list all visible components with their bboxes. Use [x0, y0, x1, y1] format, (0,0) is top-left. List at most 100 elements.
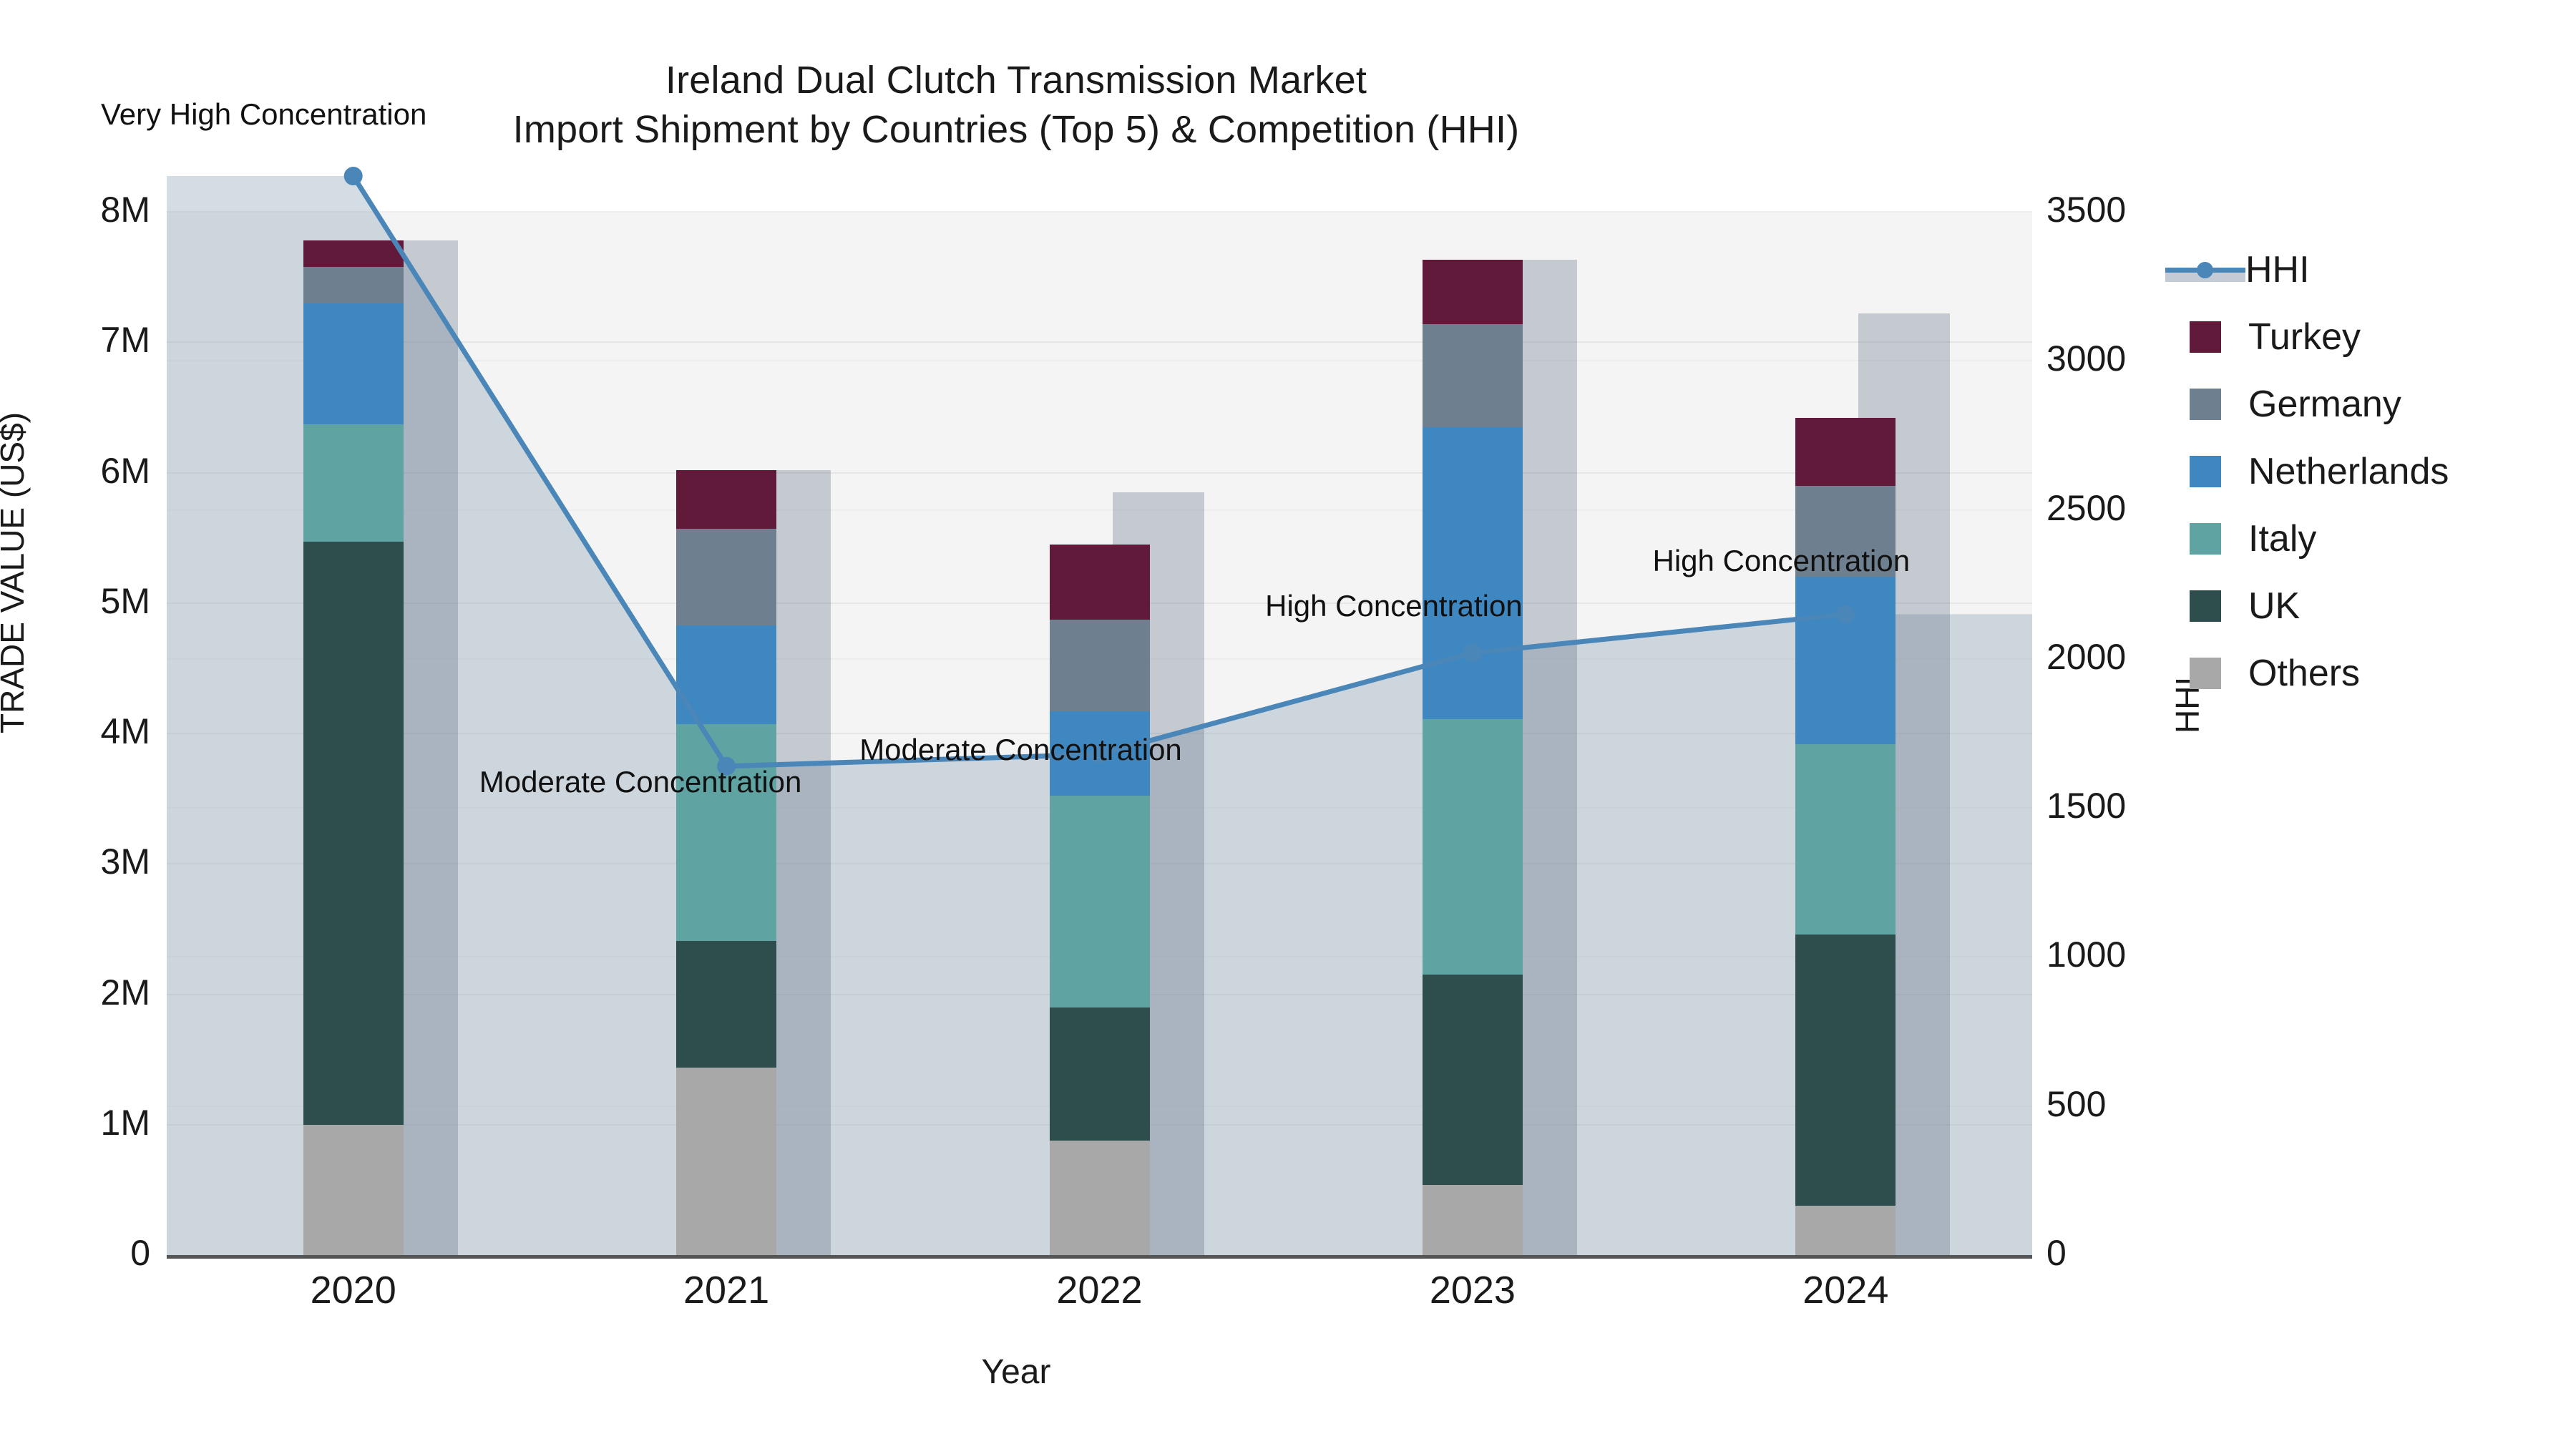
y-tick-right-1000: 1000	[2046, 935, 2127, 975]
annotation-2020: Very High Concentration	[101, 97, 427, 131]
y-tick-left-7M: 7M	[100, 320, 150, 361]
bar-segment-italy-2024[interactable]	[1795, 743, 1896, 935]
bar-segment-turkey-2020[interactable]	[303, 240, 404, 267]
y-tick-left-6M: 6M	[100, 450, 150, 491]
y-tick-right-3500: 3500	[2046, 190, 2127, 230]
bar-segment-germany-2020[interactable]	[303, 266, 404, 303]
bar-segment-uk-2022[interactable]	[1049, 1007, 1150, 1141]
bar-segment-germany-2022[interactable]	[1049, 620, 1150, 711]
bar-segment-italy-2020[interactable]	[303, 424, 404, 542]
legend-item-turkey[interactable]: Turkey	[2190, 303, 2576, 371]
bar-segment-others-2024[interactable]	[1795, 1205, 1896, 1255]
annotation-2023: High Concentration	[1265, 588, 1523, 623]
legend-swatch-others-icon	[2190, 658, 2221, 689]
gridline-right-7	[167, 211, 2032, 213]
bar-segment-turkey-2021[interactable]	[676, 469, 777, 529]
bar-segment-italy-2023[interactable]	[1422, 718, 1523, 975]
y-tick-left-8M: 8M	[100, 190, 150, 230]
y-tick-left-4M: 4M	[100, 711, 150, 751]
y-axis-label-left: TRADE VALUE (US$)	[0, 411, 31, 733]
gridline-left-7	[167, 341, 2032, 343]
y-tick-right-1500: 1500	[2046, 786, 2127, 826]
annotation-2021: Moderate Concentration	[479, 764, 802, 799]
plot-inner	[167, 167, 2032, 1256]
legend-label-netherlands: Netherlands	[2248, 451, 2449, 492]
chart-title-block: Ireland Dual Clutch Transmission Market …	[0, 56, 2032, 155]
y-tick-right-2000: 2000	[2046, 636, 2127, 677]
bar-segment-turkey-2024[interactable]	[1795, 417, 1896, 486]
bar-segment-netherlands-2023[interactable]	[1422, 426, 1523, 719]
legend-swatch-netherlands-icon	[2190, 456, 2221, 487]
hhi-line-series[interactable]	[167, 167, 2032, 1255]
bar-segment-others-2021[interactable]	[676, 1067, 777, 1255]
bar-stack-2022[interactable]	[1049, 212, 1150, 1255]
y-tick-right-2500: 2500	[2046, 487, 2127, 528]
x-tick-2023: 2023	[1429, 1269, 1516, 1312]
chart-title: Ireland Dual Clutch Transmission Market	[665, 59, 1367, 102]
x-tick-2021: 2021	[683, 1269, 770, 1312]
legend-label-uk: UK	[2248, 585, 2301, 627]
annotation-2024: High Concentration	[1652, 544, 1911, 578]
hhi-marker-2020[interactable]	[343, 167, 363, 186]
y-tick-left-1M: 1M	[100, 1102, 150, 1143]
x-tick-2024: 2024	[1802, 1269, 1889, 1312]
bar-stack-2020[interactable]	[303, 212, 404, 1255]
gridline-right-6	[167, 360, 2032, 362]
bar-segment-uk-2020[interactable]	[303, 542, 404, 1125]
legend-item-germany[interactable]: Germany	[2190, 371, 2576, 438]
bar-segment-italy-2022[interactable]	[1049, 796, 1150, 1008]
legend-swatch-germany-icon	[2190, 389, 2221, 420]
legend-label-italy: Italy	[2248, 518, 2317, 560]
bar-segment-netherlands-2021[interactable]	[676, 625, 777, 725]
legend-swatch-turkey-icon	[2190, 321, 2221, 353]
bar-segment-others-2020[interactable]	[303, 1124, 404, 1255]
y-tick-right-0: 0	[2046, 1233, 2067, 1273]
legend-swatch-italy-icon	[2190, 523, 2221, 555]
legend-label-turkey: Turkey	[2248, 316, 2361, 358]
bar-segment-uk-2021[interactable]	[676, 940, 777, 1068]
x-tick-2020: 2020	[310, 1269, 396, 1312]
bar-segment-uk-2023[interactable]	[1422, 975, 1523, 1185]
x-axis-line	[167, 1255, 2032, 1259]
legend-item-uk[interactable]: UK	[2190, 572, 2576, 640]
chart-subtitle: Import Shipment by Countries (Top 5) & C…	[512, 108, 1520, 152]
bar-segment-germany-2023[interactable]	[1422, 323, 1523, 427]
hhi-marker-2021[interactable]	[717, 756, 736, 776]
gridline-right-5	[167, 509, 2032, 511]
y-tick-left-0: 0	[130, 1233, 150, 1273]
gridline-left-6	[167, 472, 2032, 474]
bar-stack-2024[interactable]	[1795, 212, 1896, 1255]
bar-segment-others-2022[interactable]	[1049, 1140, 1150, 1255]
bar-segment-netherlands-2024[interactable]	[1795, 577, 1896, 744]
bar-segment-others-2023[interactable]	[1422, 1184, 1523, 1255]
bar-stack-2023[interactable]	[1422, 212, 1523, 1255]
y-tick-left-2M: 2M	[100, 972, 150, 1013]
bar-segment-uk-2024[interactable]	[1795, 934, 1896, 1206]
hhi-line-icon	[2165, 254, 2245, 286]
y-tick-right-500: 500	[2046, 1083, 2107, 1124]
hhi-marker-2024[interactable]	[1836, 605, 1855, 624]
legend-label-germany: Germany	[2248, 384, 2401, 425]
annotation-2022: Moderate Concentration	[859, 733, 1182, 767]
bar-segment-germany-2024[interactable]	[1795, 485, 1896, 577]
plot-area	[167, 167, 2032, 1256]
legend-label-others: Others	[2248, 653, 2361, 694]
legend-item-netherlands[interactable]: Netherlands	[2190, 438, 2576, 505]
hhi-marker-2023[interactable]	[1463, 643, 1482, 663]
hhi-marker-2022[interactable]	[1090, 745, 1109, 764]
bar-segment-turkey-2022[interactable]	[1049, 544, 1150, 620]
x-axis-label: Year	[981, 1353, 1051, 1391]
bar-segment-germany-2021[interactable]	[676, 528, 777, 625]
legend-item-hhi[interactable]: HHI	[2165, 236, 2576, 303]
bar-segment-netherlands-2020[interactable]	[303, 303, 404, 425]
y-tick-right-3000: 3000	[2046, 338, 2127, 379]
bar-segment-turkey-2023[interactable]	[1422, 260, 1523, 324]
legend-label-hhi: HHI	[2245, 249, 2310, 291]
legend-swatch-uk-icon	[2190, 590, 2221, 622]
y-tick-left-3M: 3M	[100, 841, 150, 882]
legend-item-others[interactable]: Others	[2190, 640, 2576, 707]
hhi-area-fill	[167, 176, 2032, 1255]
x-tick-2022: 2022	[1056, 1269, 1143, 1312]
legend-item-italy[interactable]: Italy	[2190, 505, 2576, 572]
